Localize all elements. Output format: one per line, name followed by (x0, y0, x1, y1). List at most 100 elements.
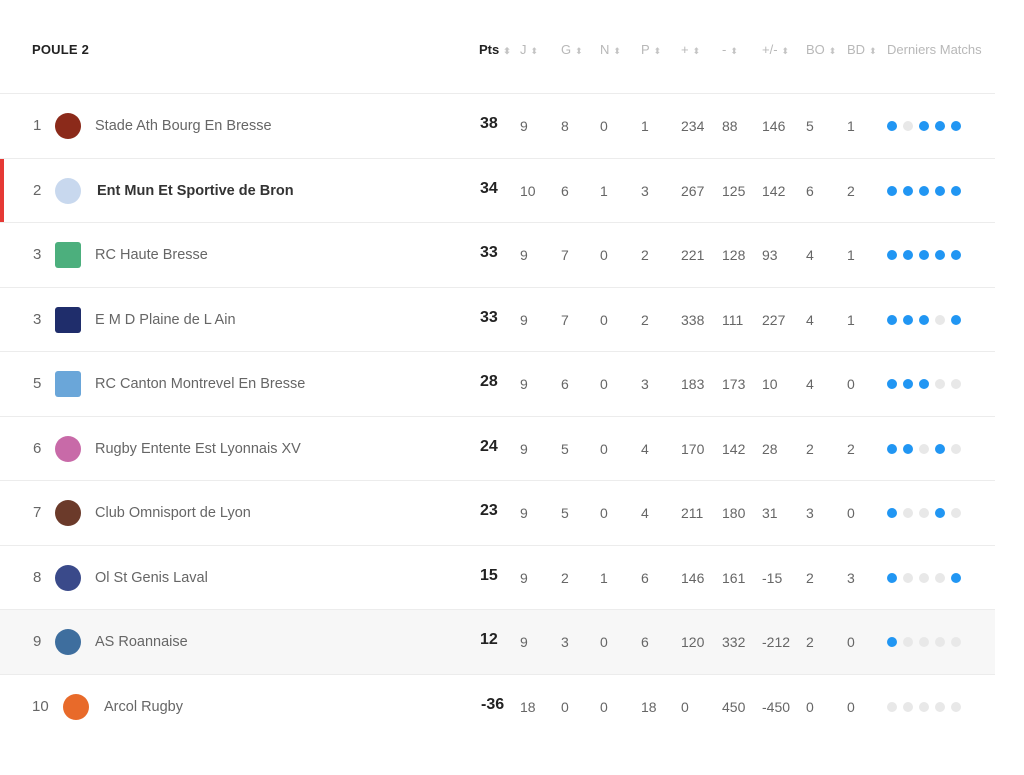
stat-bo: 4 (806, 311, 814, 328)
column-header-bo[interactable]: BO ⬍ (806, 42, 836, 57)
stat-g: 6 (561, 376, 569, 392)
win-dot (903, 314, 913, 325)
team-name[interactable]: Stade Ath Bourg En Bresse (95, 118, 272, 134)
stat-j: 9 (520, 569, 528, 586)
win-dot (951, 250, 961, 260)
stat-j: 9 (520, 311, 528, 328)
loss-dot (919, 572, 929, 583)
table-row[interactable]: 1 Stade Ath Bourg En Bresse 38 9 8 0 1 234 88 146… (0, 93, 995, 158)
stat-bo: 2 (806, 440, 814, 457)
column-label: Pts (479, 42, 500, 57)
sort-icon[interactable]: ⬍ (730, 46, 738, 56)
points: 23 (480, 502, 498, 519)
win-dot (887, 637, 897, 647)
stat-diff: 142 (762, 182, 786, 199)
stat-bo: 0 (806, 698, 814, 715)
sort-icon[interactable]: ⬍ (530, 46, 539, 56)
sort-icon[interactable]: ⬍ (653, 46, 662, 56)
emsb-crest-icon (55, 177, 81, 204)
table-row[interactable]: 3 RC Haute Bresse 33 9 7 0 2 221 128 93 4 1 (0, 222, 995, 287)
stat-bd: 0 (847, 505, 855, 521)
column-header-g[interactable]: G ⬍ (561, 42, 583, 57)
column-label: + (681, 42, 689, 57)
table-row[interactable]: 8 Ol St Genis Laval 15 9 2 1 6 146 161 -15 2 3 (0, 544, 995, 610)
sort-icon[interactable]: ⬍ (503, 46, 511, 56)
recent-form (887, 379, 967, 389)
stat-bd: 1 (847, 311, 855, 328)
sort-icon[interactable]: ⬍ (781, 46, 790, 56)
column-header-plus[interactable]: + ⬍ (681, 42, 700, 57)
loss-dot (951, 508, 961, 518)
column-label: BO (806, 42, 825, 57)
sort-icon[interactable]: ⬍ (828, 46, 837, 56)
sort-icon[interactable]: ⬍ (575, 46, 583, 56)
stat-p: 1 (641, 118, 649, 134)
team-name[interactable]: Ol St Genis Laval (95, 569, 208, 586)
column-header-diff[interactable]: +/- ⬍ (762, 42, 789, 57)
column-header-j[interactable]: J ⬍ (520, 42, 538, 57)
rank: 2 (33, 181, 42, 199)
sort-icon[interactable]: ⬍ (692, 46, 701, 56)
table-row[interactable]: 2 Ent Mun Et Sportive de Bron 34 10 6 1 3 267 12… (0, 157, 995, 223)
column-label: Derniers Matchs (887, 42, 982, 57)
stat-j: 9 (520, 376, 528, 392)
column-header-minus[interactable]: - ⬍ (722, 42, 738, 57)
stat-bo: 3 (806, 505, 814, 521)
table-row[interactable]: 7 Club Omnisport de Lyon 23 9 5 0 4 211 180 31 3 0 (0, 480, 995, 545)
loss-dot (951, 637, 961, 647)
table-row[interactable]: 5 RC Canton Montrevel En Bresse 28 9 6 0 3 183 1… (0, 351, 995, 416)
stat-plus: 221 (681, 247, 705, 263)
stat-diff: 28 (762, 440, 778, 457)
rccm-crest-icon (55, 371, 81, 397)
team-name[interactable]: RC Haute Bresse (95, 247, 208, 263)
table-row[interactable]: 3 E M D Plaine de L Ain 33 9 7 0 2 338 111 227 4 1 (0, 286, 995, 352)
stat-bo: 6 (806, 182, 814, 199)
recent-form (887, 637, 967, 647)
recent-form (887, 508, 967, 518)
stat-p: 6 (641, 634, 649, 650)
table-row[interactable]: 10 Arcol Rugby -36 18 0 0 18 0 450 -450 0 0 (0, 673, 995, 739)
stat-bd: 3 (847, 569, 855, 586)
stat-p: 3 (641, 376, 649, 392)
team-name[interactable]: Rugby Entente Est Lyonnais XV (95, 440, 301, 457)
stat-j: 9 (520, 247, 528, 263)
column-header-form[interactable]: Derniers Matchs (887, 42, 982, 57)
loss-dot (951, 701, 961, 712)
stat-bd: 0 (847, 698, 855, 715)
stat-plus: 267 (681, 182, 705, 199)
stat-bo: 2 (806, 634, 814, 650)
stat-minus: 450 (722, 698, 746, 715)
stat-j: 9 (520, 118, 528, 134)
stat-minus: 180 (722, 505, 746, 521)
table-row[interactable]: 6 Rugby Entente Est Lyonnais XV 24 9 5 0 4 170 1… (0, 415, 995, 481)
stat-diff: -212 (762, 634, 791, 650)
rank: 9 (33, 633, 42, 650)
loss-dot (919, 508, 929, 518)
team-name[interactable]: Arcol Rugby (104, 698, 183, 715)
sort-icon[interactable]: ⬍ (613, 46, 621, 56)
column-header-bd[interactable]: BD ⬍ (847, 42, 877, 57)
win-dot (903, 443, 913, 454)
column-header-p[interactable]: P ⬍ (641, 42, 661, 57)
team-name[interactable]: RC Canton Montrevel En Bresse (95, 376, 306, 392)
stat-minus: 111 (722, 311, 744, 328)
table-row[interactable]: 9 AS Roannaise 12 9 3 0 6 120 332 -212 2 0 (0, 609, 995, 674)
team-name[interactable]: Club Omnisport de Lyon (95, 505, 251, 521)
page-title: POULE 2 (32, 42, 90, 57)
stat-p: 4 (641, 440, 649, 457)
stat-n: 0 (600, 440, 608, 457)
stat-plus: 170 (681, 440, 705, 457)
stat-plus: 146 (681, 569, 705, 586)
stat-n: 1 (600, 182, 608, 199)
win-dot (919, 250, 929, 260)
team-name[interactable]: E M D Plaine de L Ain (95, 311, 236, 328)
recent-form (887, 121, 967, 131)
team-name[interactable]: AS Roannaise (95, 634, 188, 650)
stat-p: 2 (641, 247, 649, 263)
recent-form (887, 185, 967, 196)
column-header-n[interactable]: N ⬍ (600, 42, 621, 57)
sort-icon[interactable]: ⬍ (869, 46, 877, 56)
team-name[interactable]: Ent Mun Et Sportive de Bron (97, 182, 294, 199)
column-header-pts[interactable]: Pts ⬍ (479, 42, 511, 57)
stat-bd: 1 (847, 247, 855, 263)
